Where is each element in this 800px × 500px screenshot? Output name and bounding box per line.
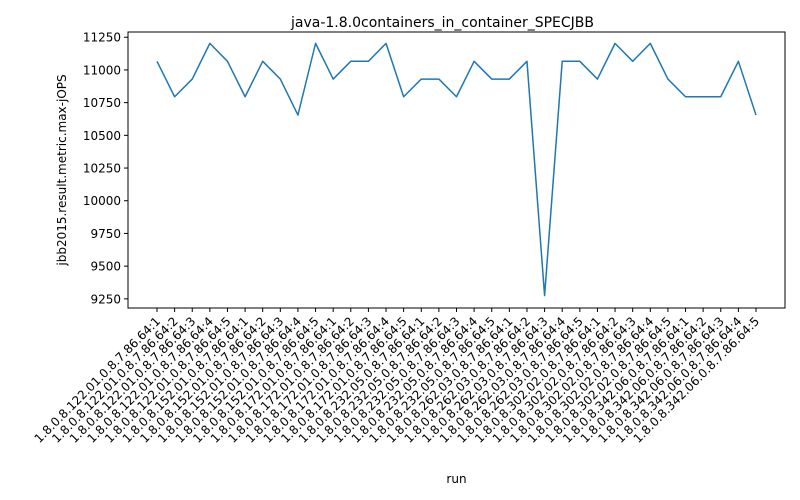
y-tick-label: 11000: [83, 63, 121, 77]
y-tick-label: 9250: [90, 292, 121, 306]
y-tick-label: 10250: [83, 162, 121, 176]
plot-area: [156, 42, 757, 297]
axes-frame: [127, 31, 786, 309]
y-tick-label: 9750: [90, 227, 121, 241]
x-axis-label: run: [446, 472, 466, 486]
y-axis-label: jbb2015.result.metric.max-jOPS: [55, 74, 69, 266]
y-tick-label: 10750: [83, 96, 121, 110]
y-tick-label: 11250: [83, 31, 121, 45]
y-tick-label: 10000: [83, 194, 121, 208]
x-axis-ticks: 1.8.0.8.122.01.0.8.7.86.64:11.8.0.8.122.…: [32, 308, 762, 446]
chart-title: java-1.8.0containers_in_container_SPECJB…: [290, 15, 594, 31]
y-tick-label: 9500: [90, 260, 121, 274]
series-line: [156, 42, 757, 297]
y-axis-ticks: 9250 9500 9750 10000 10250 10500 10750 11000 112…: [83, 31, 128, 306]
y-tick-label: 10500: [83, 129, 121, 143]
